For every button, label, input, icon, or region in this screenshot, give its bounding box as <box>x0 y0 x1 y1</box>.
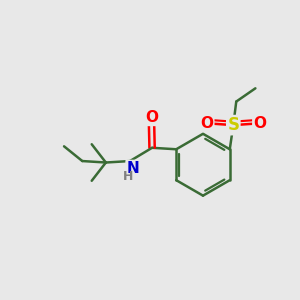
Text: O: O <box>145 110 158 125</box>
Text: O: O <box>200 116 213 131</box>
Text: N: N <box>127 161 139 176</box>
Text: O: O <box>253 116 266 131</box>
Text: S: S <box>227 116 239 134</box>
Text: H: H <box>123 170 134 183</box>
